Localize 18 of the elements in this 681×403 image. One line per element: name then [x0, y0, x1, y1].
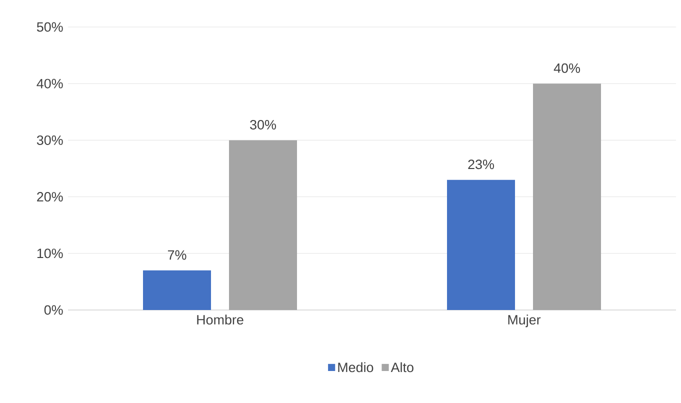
- data-label: 7%: [168, 250, 186, 260]
- bar: [533, 84, 602, 310]
- bar: [229, 140, 298, 310]
- y-tick-label: 10%: [37, 248, 63, 258]
- bar: [447, 180, 516, 310]
- x-tick-label: Hombre: [197, 314, 244, 325]
- y-tick-label: 50%: [36, 22, 63, 32]
- y-tick-label: 30%: [36, 135, 63, 145]
- x-tick-label: Mujer: [508, 314, 541, 328]
- y-tick-label: 20%: [37, 192, 63, 202]
- data-label: 23%: [468, 160, 494, 170]
- bar: [143, 270, 211, 310]
- legend-label: Medio: [338, 362, 374, 372]
- data-label: 40%: [554, 63, 580, 73]
- y-tick-label: 0%: [44, 305, 63, 315]
- legend-label: Alto: [390, 362, 414, 372]
- y-tick-label: 40%: [36, 78, 63, 88]
- data-label: 30%: [250, 120, 276, 130]
